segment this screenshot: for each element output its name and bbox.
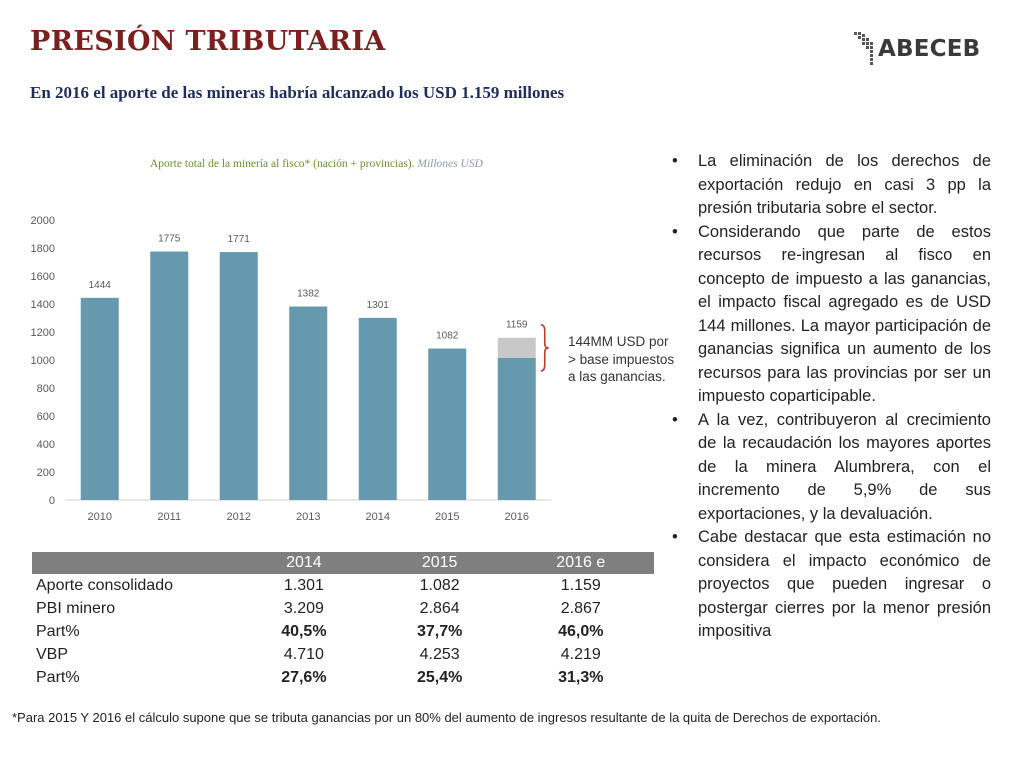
latam-map-icon	[854, 32, 873, 65]
page-title: PRESIÓN TRIBUTARIA	[30, 26, 386, 57]
table-cell: 37,7%	[416, 622, 463, 640]
page-subtitle: En 2016 el aporte de las mineras habría …	[30, 83, 565, 102]
table-cell: 1.159	[560, 576, 601, 594]
y-tick-label: 1200	[31, 327, 55, 339]
table-cell: 1.082	[419, 576, 460, 594]
data-label: 1444	[89, 280, 112, 291]
table-cell: 3.209	[283, 599, 324, 617]
table-cell: 4.710	[283, 645, 324, 663]
table-row: Aporte consolidado 1.301 1.082 1.159	[32, 574, 654, 597]
x-tick-label: 2014	[366, 511, 390, 523]
table-cell: 25,4%	[416, 668, 463, 686]
table-header-cell: 2016 e	[507, 552, 654, 574]
bar	[150, 251, 189, 500]
x-tick-label: 2015	[435, 511, 459, 523]
bar-chart: 0 200 400 600 800 1000 1200 1400 1600 1800 2000 144…	[31, 215, 552, 523]
bullet-item: La eliminación de los derechos de export…	[668, 150, 991, 221]
table-cell: 4.253	[419, 645, 460, 663]
bar	[219, 252, 258, 500]
table-header-cell: 2014	[236, 552, 372, 574]
table-cell: 1.301	[283, 576, 324, 594]
x-tick-label: 2011	[157, 511, 181, 523]
table-cell: 31,3%	[558, 668, 604, 686]
chart-title: Aporte total de la minería al fisco* (na…	[150, 158, 483, 170]
footnote: *Para 2015 Y 2016 el cálculo supone que …	[12, 710, 881, 725]
bracket-icon	[540, 323, 549, 372]
data-table: 2014 2015 2016 e Aporte consolidado 1.301…	[32, 552, 654, 689]
table-header-cell: 2015	[371, 552, 508, 574]
table-cell: 40,5%	[281, 622, 327, 640]
bar	[289, 306, 328, 500]
bar	[428, 348, 467, 500]
y-tick-label: 1000	[31, 355, 55, 367]
row-label: PBI minero	[36, 599, 116, 617]
table-cell: 4.219	[560, 645, 601, 663]
bullet-item: Cabe destacar que esta estimación no con…	[668, 526, 991, 644]
x-tick-label: 2012	[227, 511, 251, 523]
y-tick-label: 2000	[31, 215, 55, 227]
bullet-item: A la vez, contribuyeron al crecimiento d…	[668, 409, 991, 527]
row-label: Aporte consolidado	[36, 576, 173, 594]
table-row: VBP 4.710 4.253 4.219	[32, 643, 654, 666]
bar	[497, 357, 536, 500]
table-row: PBI minero 3.209 2.864 2.867	[32, 597, 654, 620]
data-label: 1082	[436, 331, 459, 342]
bar	[80, 297, 119, 500]
table-cell: 46,0%	[558, 622, 604, 640]
table-row: Part% 40,5% 37,7% 46,0%	[32, 620, 654, 643]
chart-title-unit: Millones USD	[417, 158, 483, 170]
chart-annotation: 144MM USD por > base impuestos a las gan…	[568, 334, 675, 384]
y-tick-label: 600	[37, 411, 55, 423]
table-header-row: 2014 2015 2016 e	[32, 552, 654, 574]
table-cell: 2.864	[419, 599, 460, 617]
x-tick-label: 2016	[505, 511, 529, 523]
data-label: 1775	[158, 234, 181, 245]
data-label: 1382	[297, 289, 320, 300]
bar-highlight-segment	[497, 337, 536, 358]
table-cell: 2.867	[560, 599, 601, 617]
table-header-cell	[32, 552, 236, 574]
data-label: 1159	[506, 320, 528, 331]
x-tick-label: 2010	[88, 511, 112, 523]
y-tick-label: 400	[37, 439, 55, 451]
logo-text: ABECEB	[878, 36, 981, 62]
chart-title-text: Aporte total de la minería al fisco* (na…	[150, 158, 415, 170]
x-tick-label: 2013	[296, 511, 320, 523]
bar	[358, 317, 397, 500]
bullet-item: Considerando que parte de estos recursos…	[668, 221, 991, 409]
data-label: 1301	[367, 300, 390, 311]
y-tick-label: 800	[37, 383, 55, 395]
abeceb-logo: ABECEB	[852, 28, 992, 72]
row-label: VBP	[36, 645, 69, 663]
y-tick-label: 200	[37, 467, 55, 479]
y-tick-label: 1400	[31, 299, 55, 311]
bullet-list: La eliminación de los derechos de export…	[668, 150, 991, 644]
y-tick-label: 1800	[31, 243, 55, 255]
data-label: 1771	[228, 234, 251, 245]
y-tick-label: 1600	[31, 271, 55, 283]
row-label: Part%	[36, 668, 80, 686]
table-row: Part% 27,6% 25,4% 31,3%	[32, 666, 654, 689]
row-label: Part%	[36, 622, 80, 640]
table-cell: 27,6%	[281, 668, 327, 686]
y-tick-label: 0	[49, 495, 55, 507]
